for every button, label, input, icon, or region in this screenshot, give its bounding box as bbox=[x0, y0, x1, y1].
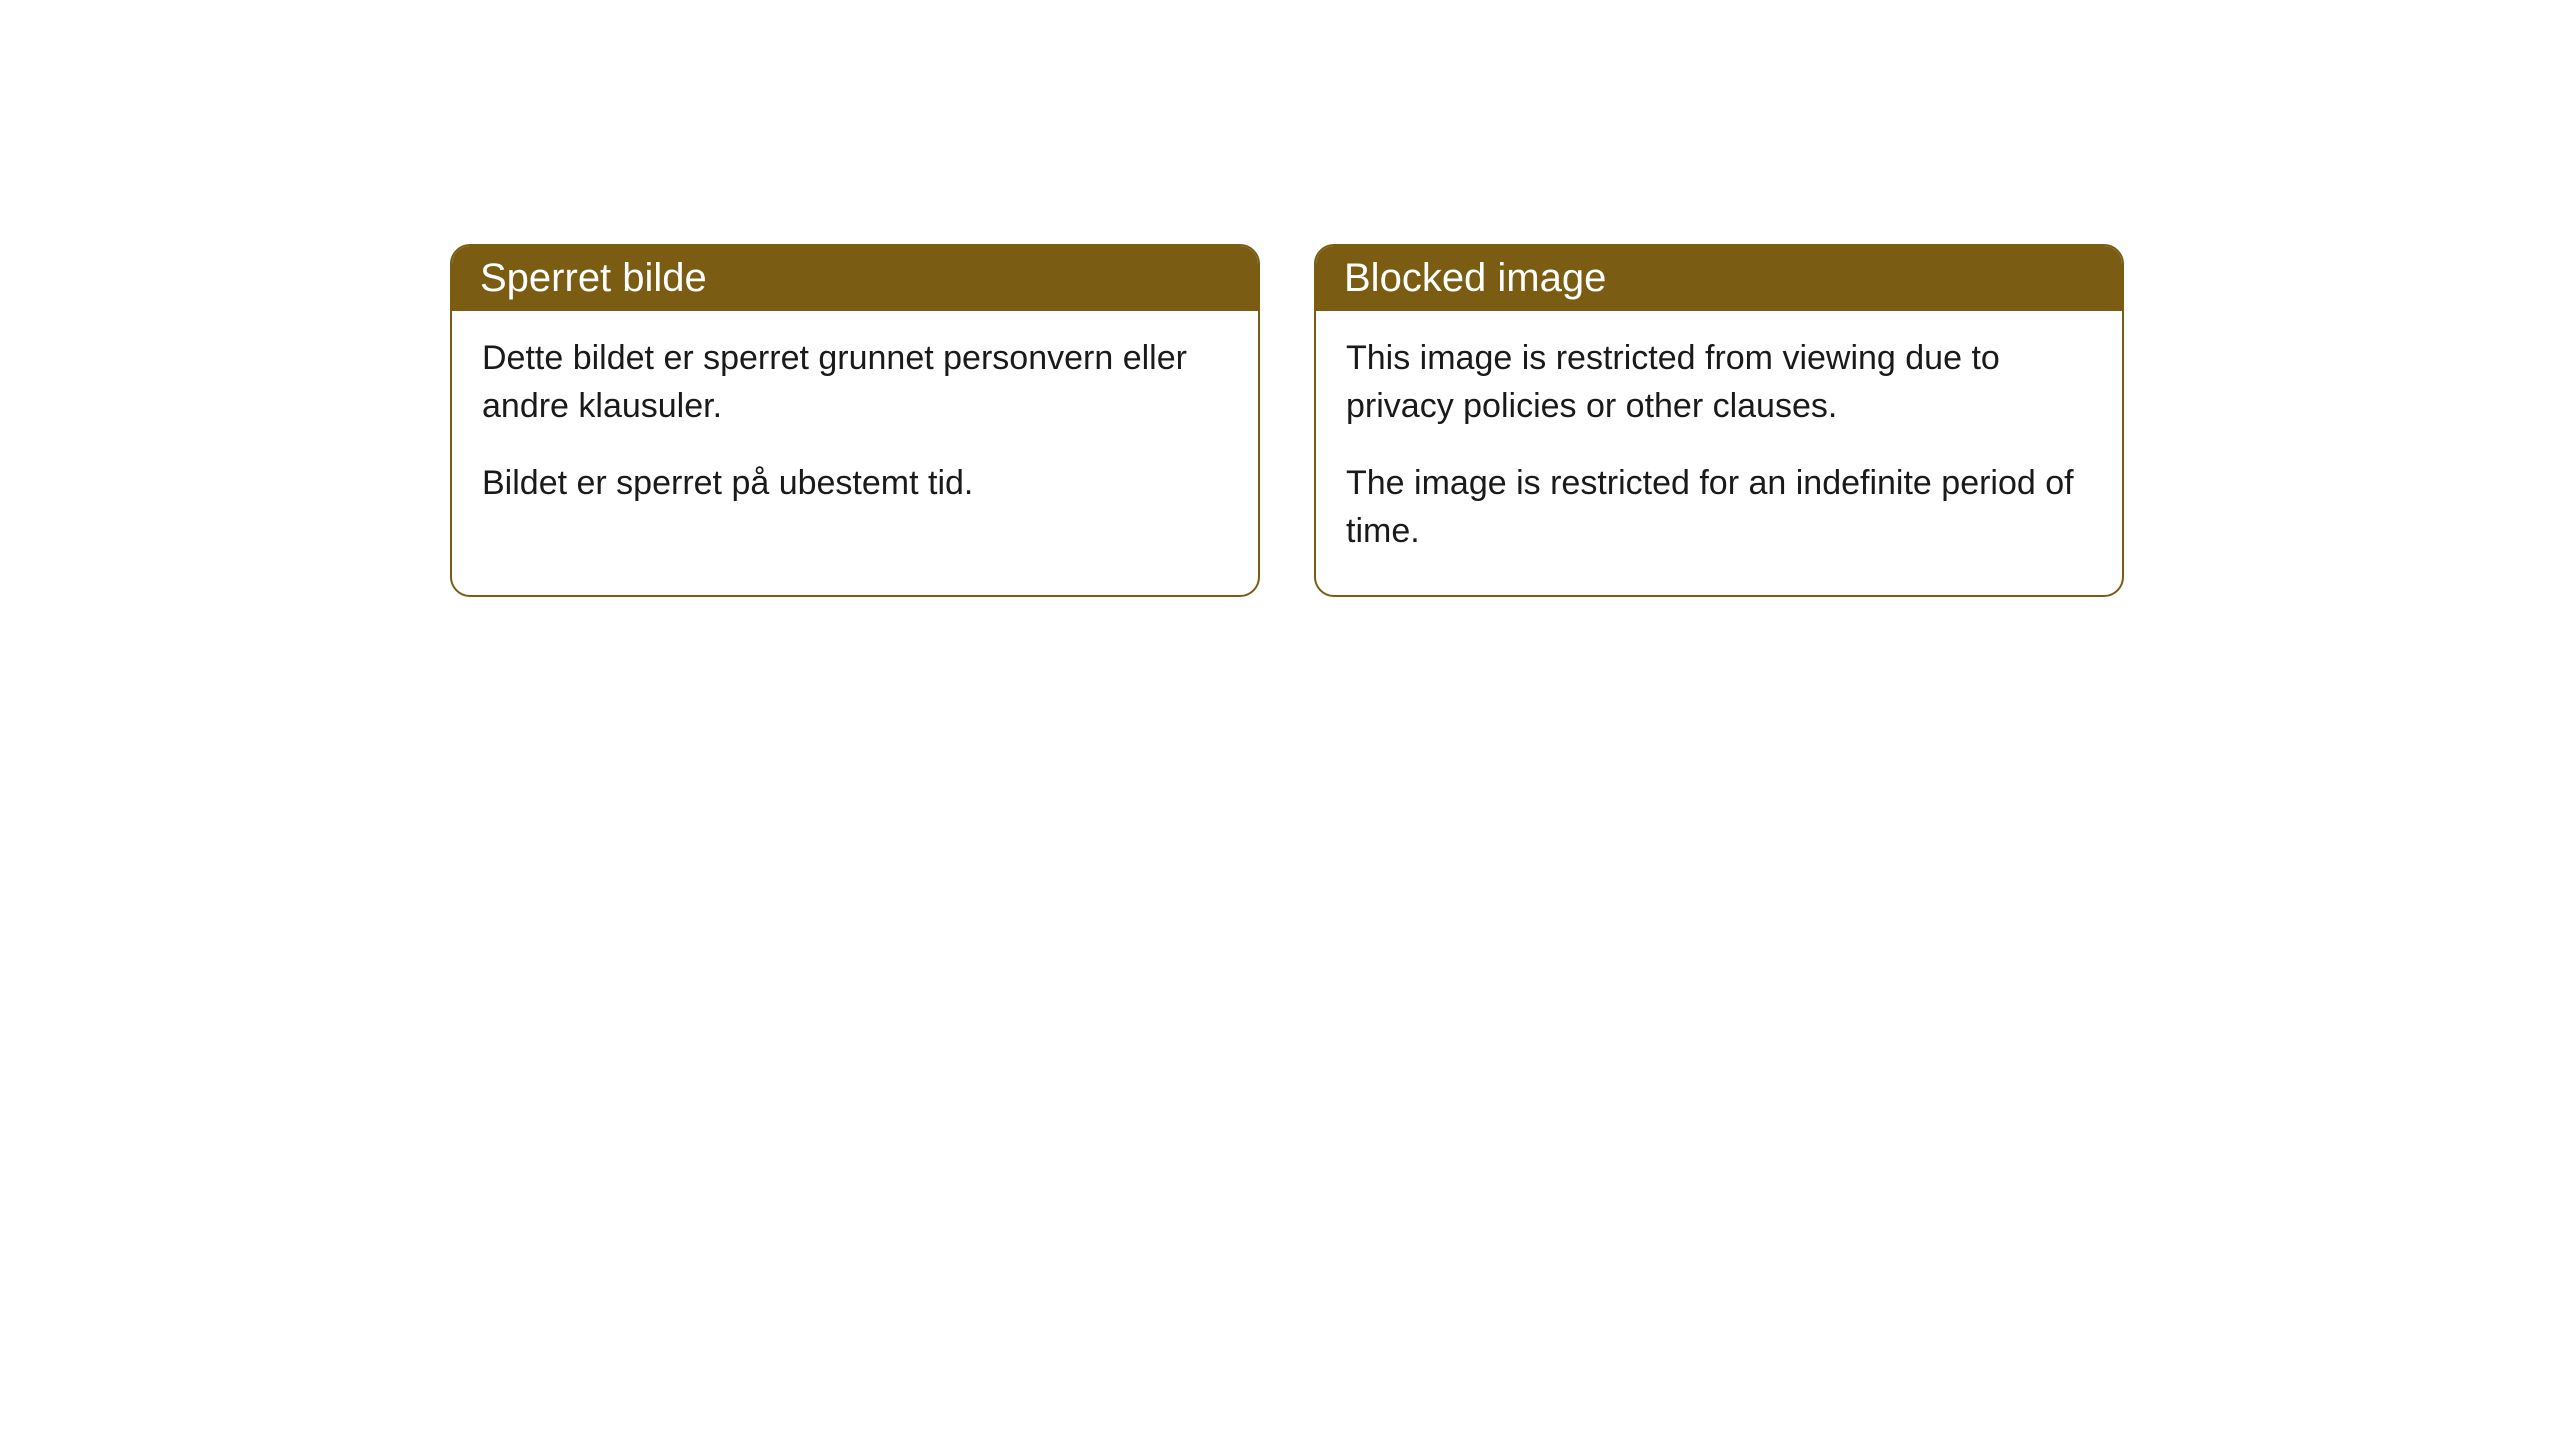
card-header-english: Blocked image bbox=[1316, 246, 2122, 311]
blocked-image-card-norwegian: Sperret bilde Dette bildet er sperret gr… bbox=[450, 244, 1260, 597]
blocked-image-card-english: Blocked image This image is restricted f… bbox=[1314, 244, 2124, 597]
card-paragraph: Bildet er sperret på ubestemt tid. bbox=[482, 460, 1228, 508]
card-title: Blocked image bbox=[1344, 256, 1606, 300]
card-header-norwegian: Sperret bilde bbox=[452, 246, 1258, 311]
card-body-norwegian: Dette bildet er sperret grunnet personve… bbox=[452, 311, 1258, 548]
card-title: Sperret bilde bbox=[480, 256, 707, 300]
card-paragraph: This image is restricted from viewing du… bbox=[1346, 335, 2092, 430]
card-body-english: This image is restricted from viewing du… bbox=[1316, 311, 2122, 595]
cards-container: Sperret bilde Dette bildet er sperret gr… bbox=[0, 0, 2560, 597]
card-paragraph: Dette bildet er sperret grunnet personve… bbox=[482, 335, 1228, 430]
card-paragraph: The image is restricted for an indefinit… bbox=[1346, 460, 2092, 555]
